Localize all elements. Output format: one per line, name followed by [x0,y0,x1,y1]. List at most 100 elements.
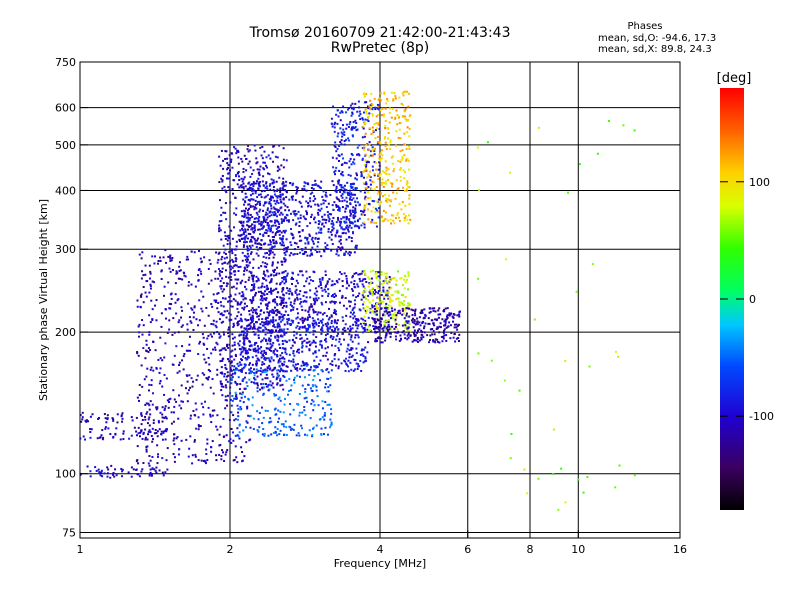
data-point [259,193,262,196]
data-point [155,466,158,469]
data-point [246,405,249,408]
data-point [374,108,377,111]
data-point [373,221,376,224]
data-point [246,188,249,191]
data-point [407,159,410,162]
data-point [221,270,224,273]
data-point [226,358,229,361]
data-point [291,184,294,187]
data-point [279,296,282,299]
data-point [284,184,287,187]
data-point [334,141,337,144]
data-point [262,382,265,385]
data-point [253,372,256,375]
data-point [305,213,308,216]
data-point [347,370,350,373]
data-point [254,347,257,350]
data-point [141,437,144,440]
chart-subtitle: RwPretec (8p) [330,40,430,56]
data-point [270,329,273,332]
data-point [156,462,159,465]
data-point [408,92,411,95]
data-point [233,226,236,229]
data-point [272,145,275,148]
data-point [329,325,332,328]
data-point [371,199,374,202]
data-point [395,331,398,334]
data-point [394,117,397,120]
data-point [316,395,319,398]
data-point [320,346,323,349]
data-point [163,393,166,396]
data-point [230,300,233,303]
data-point [276,188,279,191]
data-point [364,118,367,121]
data-point [260,265,263,268]
data-point [233,336,236,339]
data-point [290,252,293,255]
data-point [290,360,293,363]
data-point [364,121,367,124]
data-point [317,223,320,226]
data-point [455,326,458,329]
data-point [141,418,144,421]
data-point [224,234,227,237]
data-point [258,246,261,249]
data-point [349,338,352,341]
data-point [150,435,153,438]
data-point [283,314,286,317]
data-point [328,278,331,281]
data-point [405,320,408,323]
data-point [225,150,228,153]
data-point [295,212,298,215]
data-point [388,121,391,124]
data-point [250,228,253,231]
data-point [367,202,370,205]
data-point [341,285,344,288]
data-point [247,162,250,165]
data-point [308,340,311,343]
data-point [262,393,265,396]
data-point [338,169,341,172]
data-point [364,290,367,293]
data-point [190,377,193,380]
data-point [225,316,228,319]
data-point [311,317,314,320]
data-point [378,127,381,130]
data-point [227,237,230,240]
data-point [277,409,280,412]
data-point [280,164,283,167]
data-point [265,339,268,342]
data-point [439,326,442,329]
data-point [289,182,292,185]
data-point [416,338,419,341]
data-point [312,319,315,322]
data-point [340,173,343,176]
data-point [334,189,337,192]
point-cluster [373,307,461,344]
data-point [198,319,201,322]
data-point [242,308,245,311]
data-point [301,317,304,320]
data-point [293,423,296,426]
data-point [315,424,318,427]
data-point [384,160,387,163]
data-point [389,328,392,331]
data-point [358,273,361,276]
data-point [245,352,248,355]
data-point [319,343,322,346]
data-point [339,343,342,346]
data-point [151,403,154,406]
data-point [376,135,379,138]
data-point [269,274,272,277]
data-point [217,277,220,280]
data-point [197,459,200,462]
data-point [269,367,272,370]
data-point [278,343,281,346]
data-point [254,199,257,202]
data-point [240,210,243,213]
data-point [140,293,143,296]
data-point [247,248,250,251]
data-point [237,170,240,173]
data-point [251,289,254,292]
